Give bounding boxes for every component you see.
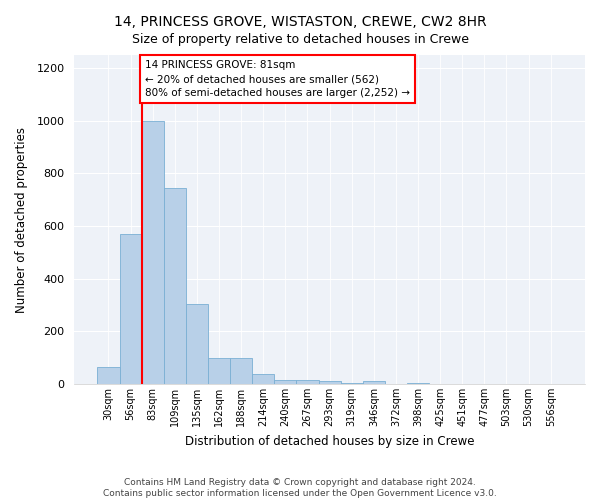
Text: 14 PRINCESS GROVE: 81sqm
← 20% of detached houses are smaller (562)
80% of semi-: 14 PRINCESS GROVE: 81sqm ← 20% of detach… [145,60,410,98]
Text: Contains HM Land Registry data © Crown copyright and database right 2024.
Contai: Contains HM Land Registry data © Crown c… [103,478,497,498]
Bar [186,304,208,384]
Bar [407,382,429,384]
Bar [142,121,164,384]
Bar [274,380,296,384]
Text: 14, PRINCESS GROVE, WISTASTON, CREWE, CW2 8HR: 14, PRINCESS GROVE, WISTASTON, CREWE, CW… [113,15,487,29]
Bar [230,358,252,384]
Text: Size of property relative to detached houses in Crewe: Size of property relative to detached ho… [131,32,469,46]
Bar [97,367,119,384]
Bar [363,382,385,384]
Y-axis label: Number of detached properties: Number of detached properties [15,126,28,312]
Bar [341,382,363,384]
X-axis label: Distribution of detached houses by size in Crewe: Distribution of detached houses by size … [185,434,475,448]
Bar [296,380,319,384]
Bar [319,382,341,384]
Bar [208,358,230,384]
Bar [252,374,274,384]
Bar [119,234,142,384]
Bar [164,188,186,384]
